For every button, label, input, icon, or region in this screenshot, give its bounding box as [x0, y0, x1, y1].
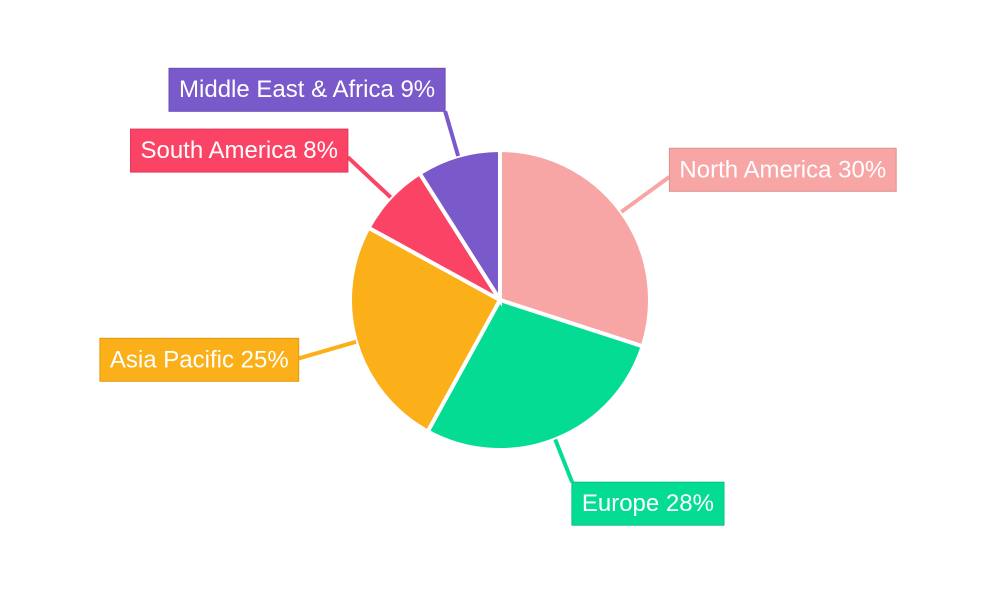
svg-text:Europe 28%: Europe 28% — [582, 490, 714, 517]
svg-text:Middle East & Africa 9%: Middle East & Africa 9% — [179, 76, 435, 103]
svg-text:Asia Pacific 25%: Asia Pacific 25% — [110, 346, 289, 373]
svg-text:South America 8%: South America 8% — [140, 137, 337, 164]
svg-text:North America 30%: North America 30% — [679, 157, 886, 184]
